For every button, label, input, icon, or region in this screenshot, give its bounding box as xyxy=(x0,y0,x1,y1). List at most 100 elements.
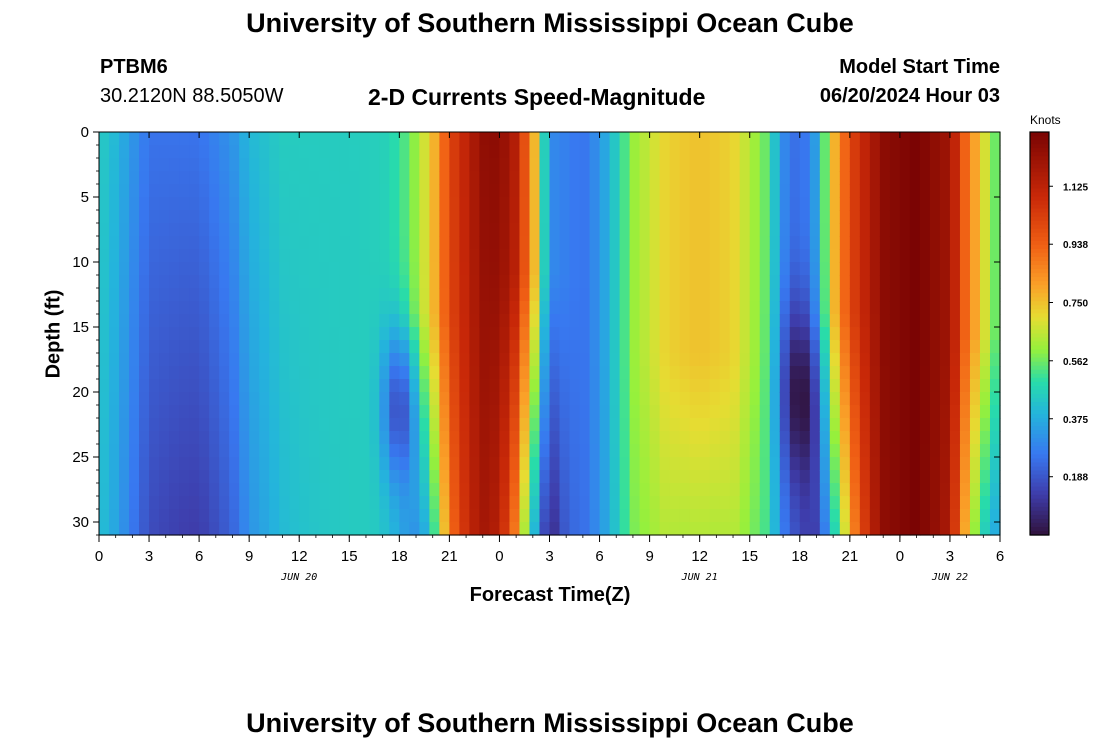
heatmap-cell xyxy=(129,210,140,224)
colorbar-tick-label: 0.750 xyxy=(1063,299,1088,310)
heatmap-cell xyxy=(939,288,951,302)
heatmap-cell xyxy=(839,366,851,380)
heatmap-cell xyxy=(429,457,440,471)
heatmap-cell xyxy=(99,132,110,146)
heatmap-cell xyxy=(269,509,280,523)
heatmap-cell xyxy=(859,483,871,497)
heatmap-cell xyxy=(649,210,661,224)
heatmap-cell xyxy=(429,132,440,146)
heatmap-cell xyxy=(509,431,521,445)
heatmap-cell xyxy=(229,457,240,471)
heatmap-cell xyxy=(99,392,110,406)
heatmap-cell xyxy=(259,145,270,159)
heatmap-cell xyxy=(909,301,921,315)
heatmap-cell xyxy=(489,444,501,458)
heatmap-cell xyxy=(179,171,190,185)
heatmap-cell xyxy=(169,158,180,172)
heatmap-cell xyxy=(419,496,430,510)
heatmap-cell xyxy=(669,132,681,146)
heatmap-cell xyxy=(499,431,511,445)
heatmap-cell xyxy=(899,457,911,471)
heatmap-cell xyxy=(579,132,591,146)
heatmap-cell xyxy=(549,158,561,172)
heatmap-cell xyxy=(589,522,601,536)
heatmap-cell xyxy=(889,236,901,250)
heatmap-cell xyxy=(979,444,991,458)
colorbar-segment xyxy=(1030,430,1049,435)
heatmap-cell xyxy=(929,171,941,185)
heatmap-cell xyxy=(979,236,991,250)
heatmap-cell xyxy=(729,496,741,510)
heatmap-cell xyxy=(209,301,220,315)
heatmap-cell xyxy=(519,249,531,263)
heatmap-cell xyxy=(989,405,1001,419)
heatmap-cell xyxy=(419,288,430,302)
colorbar-segment xyxy=(1030,168,1049,173)
heatmap-cell xyxy=(199,171,210,185)
heatmap-cell xyxy=(459,314,471,328)
heatmap-cell xyxy=(809,301,821,315)
heatmap-cell xyxy=(399,210,410,224)
heatmap-cell xyxy=(409,509,420,523)
heatmap-cell xyxy=(209,444,220,458)
heatmap-cell xyxy=(109,431,120,445)
heatmap-cell xyxy=(99,275,110,289)
heatmap-cell xyxy=(829,431,841,445)
heatmap-cell xyxy=(919,470,931,484)
heatmap-cell xyxy=(229,223,240,237)
heatmap-cell xyxy=(929,288,941,302)
colorbar-segment xyxy=(1030,321,1049,327)
heatmap-cell xyxy=(359,301,370,315)
heatmap-cell xyxy=(599,132,611,146)
heatmap-cell xyxy=(599,444,611,458)
heatmap-cell xyxy=(689,314,701,328)
heatmap-cell xyxy=(239,444,250,458)
heatmap-cell xyxy=(969,405,981,419)
heatmap-cell xyxy=(529,197,541,211)
heatmap-cell xyxy=(799,327,811,341)
heatmap-cell xyxy=(149,301,160,315)
heatmap-cell xyxy=(129,379,140,393)
heatmap-cell xyxy=(759,197,771,211)
heatmap-cell xyxy=(719,379,731,393)
heatmap-cell xyxy=(229,418,240,432)
heatmap-cell xyxy=(679,483,691,497)
heatmap-cell xyxy=(329,210,340,224)
heatmap-cell xyxy=(799,405,811,419)
colorbar-units: Knots xyxy=(1030,113,1061,127)
heatmap-cell xyxy=(939,262,951,276)
heatmap-cell xyxy=(99,470,110,484)
colorbar-segment xyxy=(1030,216,1049,222)
heatmap-cell xyxy=(529,483,541,497)
heatmap-cell xyxy=(829,366,841,380)
heatmap-cell xyxy=(109,444,120,458)
heatmap-cell xyxy=(989,236,1001,250)
heatmap-cell xyxy=(539,340,551,354)
heatmap-cell xyxy=(549,184,561,198)
heatmap-cell xyxy=(539,301,551,315)
heatmap-cell xyxy=(799,496,811,510)
heatmap-cell xyxy=(929,418,941,432)
heatmap-cell xyxy=(619,444,631,458)
heatmap-cell xyxy=(599,197,611,211)
heatmap-cell xyxy=(149,249,160,263)
heatmap-cell xyxy=(789,184,801,198)
heatmap-cell xyxy=(879,353,891,367)
heatmap-cell xyxy=(399,314,410,328)
heatmap-cell xyxy=(849,457,861,471)
heatmap-cell xyxy=(309,379,320,393)
heatmap-cell xyxy=(199,379,210,393)
heatmap-cell xyxy=(809,145,821,159)
heatmap-cell xyxy=(319,509,330,523)
heatmap-cell xyxy=(109,340,120,354)
heatmap-cell xyxy=(419,392,430,406)
heatmap-cell xyxy=(829,210,841,224)
heatmap-cell xyxy=(579,301,591,315)
heatmap-cell xyxy=(639,379,651,393)
x-tick-label: 15 xyxy=(741,548,758,565)
heatmap-cell xyxy=(829,509,841,523)
heatmap-cell xyxy=(859,236,871,250)
heatmap-cell xyxy=(149,379,160,393)
heatmap-cell xyxy=(259,249,270,263)
